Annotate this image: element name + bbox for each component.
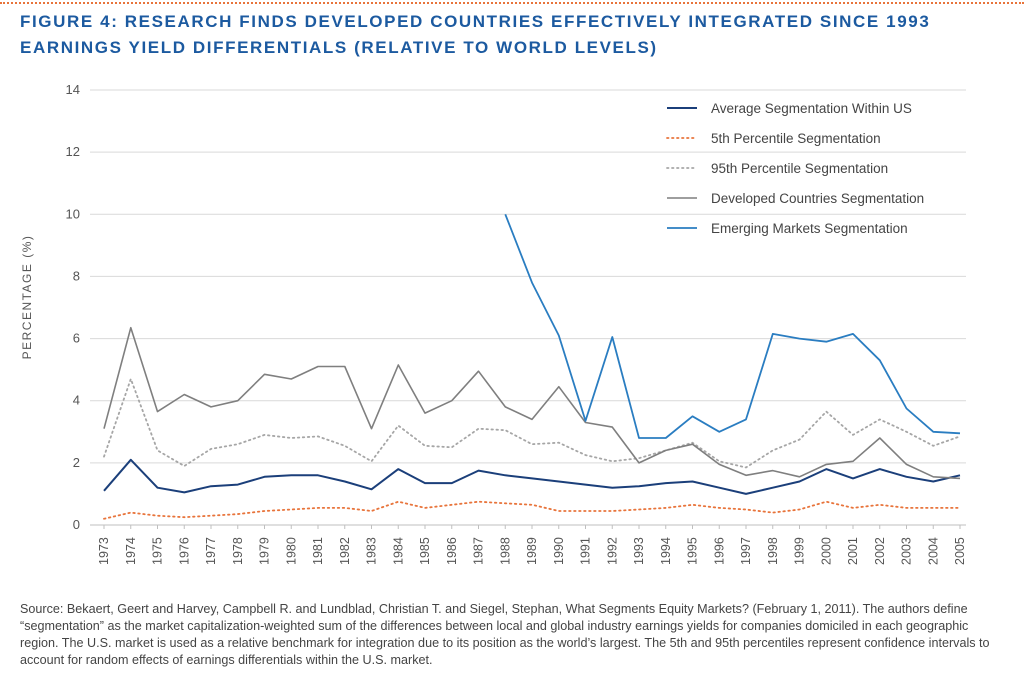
x-tick-label: 1992	[605, 537, 619, 565]
x-tick-label: 1989	[525, 537, 539, 565]
grid-lines	[90, 89, 966, 526]
x-tick-label: 1991	[579, 537, 593, 565]
p95-series-line	[103, 378, 961, 469]
x-tick-label: 1976	[177, 537, 191, 565]
x-tick-label: 1987	[472, 537, 486, 565]
p5-series-line	[103, 500, 961, 520]
x-tick-label: 2002	[873, 537, 887, 565]
figure-subtitle: EARNINGS YIELD DIFFERENTIALS (RELATIVE T…	[20, 38, 658, 57]
legend-label: Developed Countries Segmentation	[711, 191, 924, 206]
x-tick-label: 1997	[739, 537, 753, 565]
x-tick-label: 1984	[391, 537, 405, 565]
legend-label: Average Segmentation Within US	[711, 101, 912, 116]
x-tick-label: 1999	[793, 537, 807, 565]
figure-title: FIGURE 4: RESEARCH FINDS DEVELOPED COUNT…	[20, 12, 931, 31]
x-tick-label: 1974	[124, 537, 138, 565]
y-tick-label: 12	[66, 144, 80, 159]
legend-label: Emerging Markets Segmentation	[711, 221, 908, 236]
us-series-line	[103, 458, 961, 495]
y-axis-label: PERCENTAGE (%)	[20, 235, 34, 360]
x-tick-label: 1994	[659, 537, 673, 565]
x-tick-label: 1986	[445, 537, 459, 565]
series-lines	[103, 213, 961, 520]
x-tick-label: 1996	[712, 537, 726, 565]
y-tick-label: 14	[66, 82, 80, 97]
legend-label: 5th Percentile Segmentation	[711, 131, 881, 146]
y-tick-label: 8	[73, 268, 80, 283]
legend-label: 95th Percentile Segmentation	[711, 161, 888, 176]
emerging-series-line	[504, 213, 961, 439]
y-tick-label: 2	[73, 455, 80, 470]
x-tick-label: 1975	[151, 537, 165, 565]
x-tick-label: 1998	[766, 537, 780, 565]
x-tick-label: 1983	[365, 537, 379, 565]
x-tick-label: 1981	[311, 537, 325, 565]
x-tick-label: 2004	[926, 537, 940, 565]
y-tick-label: 4	[73, 393, 80, 408]
x-tick-label: 2000	[819, 537, 833, 565]
y-tick-label: 0	[73, 517, 80, 532]
x-tick-label: 1985	[418, 537, 432, 565]
x-tick-label: 1990	[552, 537, 566, 565]
developed-series-line	[103, 326, 961, 480]
x-tick-label: 1978	[231, 537, 245, 565]
x-tick-label: 1979	[258, 537, 272, 565]
x-tick-label: 2001	[846, 537, 860, 565]
x-tick-label: 1973	[97, 537, 111, 565]
x-tick-labels: 1973 1974 1975 1976 1977 1978 1979 1980 1981 1982…	[97, 525, 967, 565]
x-tick-label: 1988	[498, 537, 512, 565]
x-tick-label: 2003	[900, 537, 914, 565]
y-tick-labels: 0 2 4 6 8 10 12 14	[66, 82, 80, 532]
x-tick-label: 2005	[953, 537, 967, 565]
y-tick-label: 6	[73, 331, 80, 346]
x-tick-label: 1977	[204, 537, 218, 565]
x-tick-label: 1980	[284, 537, 298, 565]
legend: Average Segmentation Within US 5th Percen…	[666, 101, 924, 236]
x-tick-label: 1993	[632, 537, 646, 565]
line-chart: 0 2 4 6 8 10 12 14 1973 1974 1975 1976 1977 1978 1979…	[20, 82, 967, 565]
y-tick-label: 10	[66, 206, 80, 221]
top-dotted-rule	[0, 2, 1024, 4]
x-tick-label: 1995	[686, 537, 700, 565]
source-footnote: Source: Bekaert, Geert and Harvey, Campb…	[20, 602, 990, 667]
x-tick-label: 1982	[338, 537, 352, 565]
